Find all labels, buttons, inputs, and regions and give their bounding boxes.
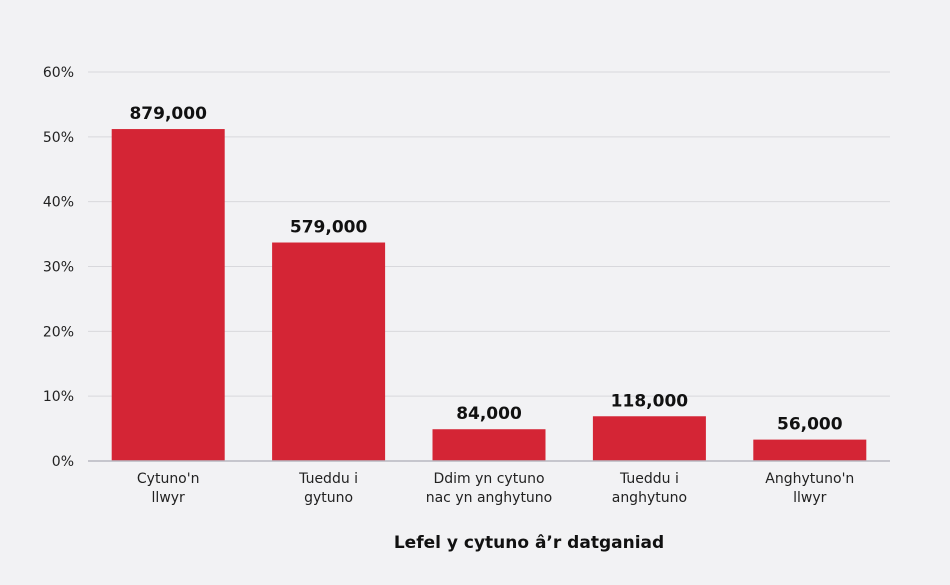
data-label: 84,000	[456, 404, 522, 424]
x-axis-title: Lefel y cytuno â’r datganiad	[394, 533, 664, 553]
x-tick-label: llwyr	[152, 490, 186, 506]
y-tick-label: 10%	[43, 389, 74, 405]
x-tick-label: nac yn anghytuno	[426, 490, 553, 506]
x-tick-label: Tueddu i	[298, 471, 358, 487]
y-tick-label: 0%	[52, 454, 74, 470]
y-tick-label: 20%	[43, 324, 74, 340]
x-tick-label: Ddim yn cytuno	[433, 471, 544, 487]
bar	[592, 416, 706, 461]
x-tick-label: llwyr	[793, 490, 827, 506]
bar	[432, 429, 546, 461]
y-tick-label: 40%	[43, 195, 74, 211]
data-label: 579,000	[290, 218, 368, 238]
y-tick-label: 50%	[43, 130, 74, 146]
x-tick-label: Tueddu i	[619, 471, 679, 487]
x-tick-label: Anghytuno'n	[765, 471, 854, 487]
data-label: 118,000	[611, 391, 689, 411]
y-tick-label: 60%	[43, 65, 74, 81]
x-tick-label: Cytuno'n	[137, 471, 200, 487]
bar	[753, 439, 867, 461]
bar	[111, 129, 225, 461]
bar	[272, 242, 386, 461]
x-tick-label: anghytuno	[612, 490, 687, 506]
data-label: 56,000	[777, 415, 843, 435]
x-tick-label: gytuno	[304, 490, 353, 506]
data-label: 879,000	[129, 104, 207, 124]
y-tick-label: 30%	[43, 260, 74, 276]
